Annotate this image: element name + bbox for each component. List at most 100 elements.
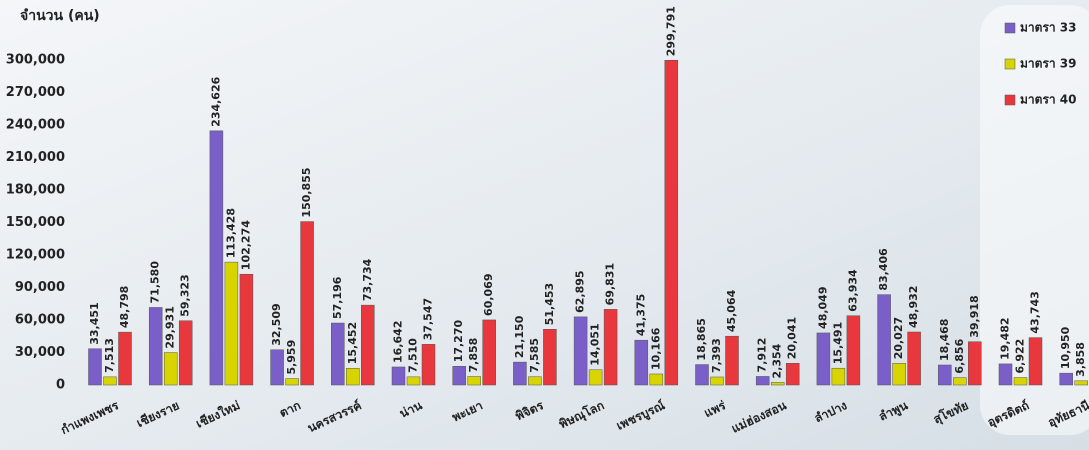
value-label: 45,064 xyxy=(725,289,738,332)
bar xyxy=(103,376,117,386)
value-label: 62,895 xyxy=(574,270,587,312)
value-label: 69,831 xyxy=(604,263,617,305)
value-label: 71,580 xyxy=(149,261,162,304)
y-tick-label: 0 xyxy=(56,378,65,393)
bar xyxy=(224,261,239,386)
value-label: 20,041 xyxy=(786,317,799,359)
legend-label: มาตรา 39 xyxy=(1020,57,1077,71)
bar xyxy=(178,320,193,386)
bar xyxy=(603,309,618,386)
bar xyxy=(406,376,421,386)
value-label: 234,626 xyxy=(209,76,222,126)
bar xyxy=(361,304,375,386)
legend-swatch xyxy=(1004,94,1016,106)
bar xyxy=(421,344,436,386)
bar xyxy=(270,349,284,386)
bar xyxy=(938,364,952,386)
bar xyxy=(877,294,891,386)
value-label: 7,510 xyxy=(407,338,420,373)
y-tick-label: 210,000 xyxy=(6,150,65,165)
bar xyxy=(1028,337,1043,386)
bar xyxy=(467,376,481,386)
value-label: 37,547 xyxy=(422,298,435,340)
bar xyxy=(846,315,861,386)
bar xyxy=(953,377,967,386)
value-label: 32,509 xyxy=(270,303,283,345)
value-label: 14,051 xyxy=(589,323,602,365)
value-label: 7,393 xyxy=(710,338,723,373)
legend-swatch xyxy=(1004,22,1016,34)
bar xyxy=(239,273,254,386)
value-label: 41,375 xyxy=(634,294,647,336)
value-label: 59,323 xyxy=(179,274,192,316)
value-label: 19,482 xyxy=(999,317,1012,359)
bar xyxy=(785,363,800,386)
bar xyxy=(816,332,831,386)
value-label: 17,270 xyxy=(452,319,465,362)
value-label: 15,452 xyxy=(346,322,359,364)
y-tick-label: 270,000 xyxy=(6,85,65,100)
bar xyxy=(1059,372,1073,386)
value-label: 48,798 xyxy=(118,286,131,328)
bar xyxy=(331,322,345,386)
bar xyxy=(695,364,709,386)
value-label: 18,468 xyxy=(938,319,951,361)
bar xyxy=(528,376,542,386)
bar xyxy=(482,319,496,386)
bar xyxy=(543,329,557,386)
value-label: 299,791 xyxy=(664,6,677,56)
value-label: 60,069 xyxy=(482,273,495,315)
value-label: 102,274 xyxy=(239,220,252,270)
value-label: 20,027 xyxy=(892,317,905,359)
value-label: 5,959 xyxy=(285,340,298,375)
y-tick-label: 180,000 xyxy=(6,183,65,198)
bar xyxy=(634,339,649,386)
value-label: 21,150 xyxy=(513,315,526,358)
bar xyxy=(1074,380,1088,386)
bar xyxy=(1013,377,1028,386)
value-label: 73,734 xyxy=(361,258,374,301)
value-label: 63,934 xyxy=(846,269,859,312)
value-label: 150,855 xyxy=(300,167,313,217)
value-label: 7,912 xyxy=(756,338,769,373)
value-label: 113,428 xyxy=(224,208,237,258)
bar xyxy=(346,368,360,386)
bar xyxy=(513,361,527,386)
bar xyxy=(907,331,921,386)
bar xyxy=(649,373,664,386)
value-label: 39,918 xyxy=(968,295,981,337)
bar xyxy=(163,352,178,386)
y-tick-label: 300,000 xyxy=(6,53,65,68)
value-label: 10,166 xyxy=(649,327,662,370)
legend-panel xyxy=(980,5,1089,435)
bar xyxy=(968,341,982,386)
bar xyxy=(285,378,299,386)
bar xyxy=(300,221,314,386)
value-label: 18,865 xyxy=(695,318,708,360)
bar xyxy=(664,59,679,386)
value-label: 83,406 xyxy=(877,248,890,291)
value-label: 16,642 xyxy=(392,321,405,363)
value-label: 7,585 xyxy=(528,338,541,373)
value-label: 6,856 xyxy=(953,338,966,373)
legend-swatch xyxy=(1004,58,1016,70)
bar xyxy=(725,335,739,386)
value-label: 7,858 xyxy=(467,338,480,373)
value-label: 51,453 xyxy=(543,283,556,325)
bar xyxy=(148,307,163,386)
value-label: 6,922 xyxy=(1014,339,1027,374)
bar xyxy=(88,348,102,386)
bar xyxy=(452,366,466,386)
bar xyxy=(118,331,132,386)
bar xyxy=(391,366,406,386)
bar xyxy=(892,363,906,386)
legend-label: มาตรา 40 xyxy=(1020,93,1077,107)
y-tick-label: 240,000 xyxy=(6,118,65,133)
bar xyxy=(588,369,603,386)
bar xyxy=(209,130,224,386)
value-label: 57,196 xyxy=(331,276,344,319)
bar xyxy=(831,367,846,386)
bar xyxy=(573,316,588,386)
legend-label: มาตรา 33 xyxy=(1020,21,1077,35)
